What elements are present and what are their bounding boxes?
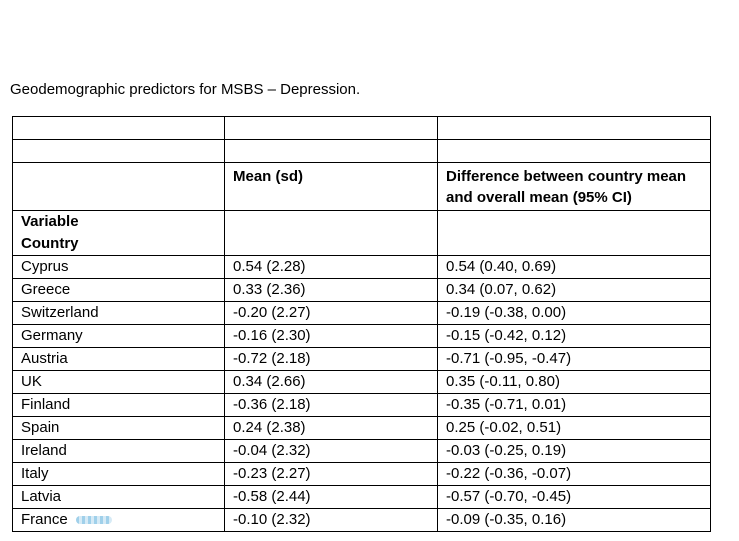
table-cell	[224, 116, 438, 140]
country-name: Italy	[21, 465, 49, 482]
country-name: Ireland	[21, 442, 67, 459]
country-name: Cyprus	[21, 258, 69, 275]
difference-ci-cell: -0.03 (-0.25, 0.19)	[437, 439, 711, 463]
difference-ci-cell: 0.34 (0.07, 0.62)	[437, 278, 711, 302]
table-row: Cyprus 0.54 (2.28) 0.54 (0.40, 0.69)	[12, 255, 711, 279]
table-row: Greece 0.33 (2.36) 0.34 (0.07, 0.62)	[12, 278, 711, 302]
mean-sd-cell: -0.36 (2.18)	[224, 393, 438, 417]
mean-sd-cell: 0.33 (2.36)	[224, 278, 438, 302]
country-name: UK	[21, 373, 42, 390]
country-cell: UK	[12, 370, 225, 394]
country-cell: Cyprus	[12, 255, 225, 279]
mean-sd-cell: -0.23 (2.27)	[224, 462, 438, 486]
country-name: Finland	[21, 396, 71, 413]
country-name: Latvia	[21, 488, 62, 505]
difference-ci-cell: -0.22 (-0.36, -0.07)	[437, 462, 711, 486]
table-cell	[224, 210, 438, 233]
country-cell: Spain	[12, 416, 225, 440]
difference-ci-cell: -0.35 (-0.71, 0.01)	[437, 393, 711, 417]
country-name: Austria	[21, 350, 68, 367]
table-cell	[437, 233, 711, 256]
mean-sd-cell: -0.04 (2.32)	[224, 439, 438, 463]
difference-ci-cell: 0.25 (-0.02, 0.51)	[437, 416, 711, 440]
table-row: Austria -0.72 (2.18) -0.71 (-0.95, -0.47)	[12, 347, 711, 371]
table-cell	[224, 139, 438, 163]
country-name: Greece	[21, 281, 71, 298]
header-variable	[12, 162, 225, 211]
section-row-variable: Variable	[12, 210, 711, 233]
country-cell: Finland	[12, 393, 225, 417]
header-mean-sd: Mean (sd)	[224, 162, 438, 211]
country-name: Switzerland	[21, 304, 99, 321]
scribble-mark	[75, 516, 112, 525]
mean-sd-cell: -0.58 (2.44)	[224, 485, 438, 509]
difference-ci-cell: -0.19 (-0.38, 0.00)	[437, 301, 711, 325]
mean-sd-cell: -0.10 (2.32)	[224, 508, 438, 532]
table-row: Switzerland -0.20 (2.27) -0.19 (-0.38, 0.0…	[12, 301, 711, 325]
table-cell	[12, 116, 225, 140]
country-cell: Ireland	[12, 439, 225, 463]
mean-sd-cell: -0.16 (2.30)	[224, 324, 438, 348]
difference-ci-cell: -0.71 (-0.95, -0.47)	[437, 347, 711, 371]
table-row: Germany -0.16 (2.30) -0.15 (-0.42, 0.12)	[12, 324, 711, 348]
table-caption: Geodemographic predictors for MSBS – Dep…	[10, 81, 361, 98]
table-cell	[12, 139, 225, 163]
country-name: France	[21, 511, 68, 528]
difference-ci-cell: -0.57 (-0.70, -0.45)	[437, 485, 711, 509]
country-name: Germany	[21, 327, 83, 344]
section-row-country: Country	[12, 233, 711, 256]
difference-ci-cell: 0.35 (-0.11, 0.80)	[437, 370, 711, 394]
mean-sd-cell: 0.54 (2.28)	[224, 255, 438, 279]
table-row: Ireland -0.04 (2.32) -0.03 (-0.25, 0.19)	[12, 439, 711, 463]
blank-row	[12, 139, 711, 163]
difference-ci-cell: -0.15 (-0.42, 0.12)	[437, 324, 711, 348]
country-cell: Austria	[12, 347, 225, 371]
country-cell: Italy	[12, 462, 225, 486]
section-label-country: Country	[12, 233, 225, 256]
mean-sd-cell: -0.20 (2.27)	[224, 301, 438, 325]
mean-sd-cell: -0.72 (2.18)	[224, 347, 438, 371]
table-cell	[224, 233, 438, 256]
blank-row	[12, 116, 711, 140]
table-row: Italy -0.23 (2.27) -0.22 (-0.36, -0.07)	[12, 462, 711, 486]
mean-sd-cell: 0.24 (2.38)	[224, 416, 438, 440]
table-row: Latvia -0.58 (2.44) -0.57 (-0.70, -0.45)	[12, 485, 711, 509]
table-cell	[437, 116, 711, 140]
results-table: Mean (sd) Difference between country mea…	[12, 116, 711, 532]
table-row: Spain 0.24 (2.38) 0.25 (-0.02, 0.51)	[12, 416, 711, 440]
country-cell: Switzerland	[12, 301, 225, 325]
table-row: France -0.10 (2.32) -0.09 (-0.35, 0.16)	[12, 508, 711, 532]
table-row: UK 0.34 (2.66) 0.35 (-0.11, 0.80)	[12, 370, 711, 394]
country-cell: Germany	[12, 324, 225, 348]
header-difference-ci: Difference between country mean and over…	[437, 162, 711, 211]
section-label-variable: Variable	[12, 210, 225, 233]
country-cell: Latvia	[12, 485, 225, 509]
table-cell	[437, 139, 711, 163]
country-name: Spain	[21, 419, 60, 436]
table-row: Finland -0.36 (2.18) -0.35 (-0.71, 0.01)	[12, 393, 711, 417]
header-row: Mean (sd) Difference between country mea…	[12, 162, 711, 211]
difference-ci-cell: -0.09 (-0.35, 0.16)	[437, 508, 711, 532]
country-cell: Greece	[12, 278, 225, 302]
country-cell: France	[12, 508, 225, 532]
mean-sd-cell: 0.34 (2.66)	[224, 370, 438, 394]
difference-ci-cell: 0.54 (0.40, 0.69)	[437, 255, 711, 279]
table-cell	[437, 210, 711, 233]
